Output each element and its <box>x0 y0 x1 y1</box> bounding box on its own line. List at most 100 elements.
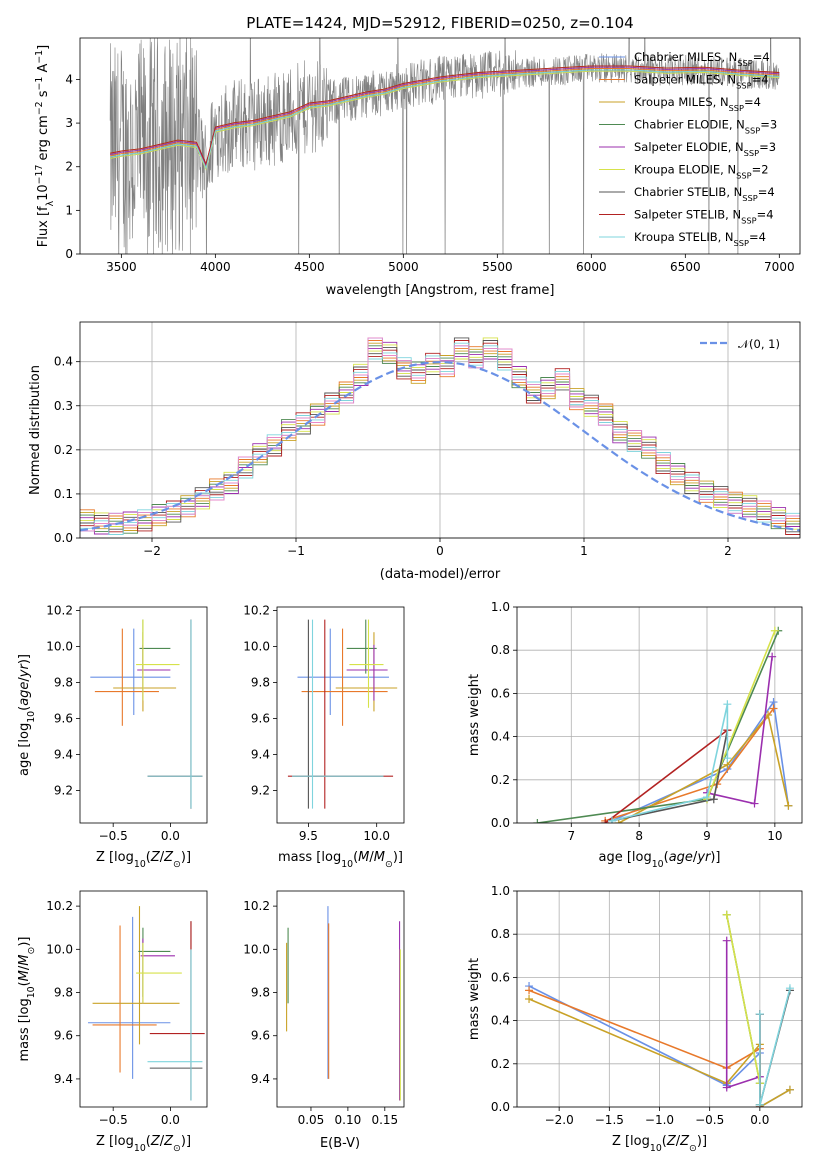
weight-line-3 <box>618 713 790 823</box>
x-tick-label-0: −2.0 <box>545 1113 574 1127</box>
x-axis-label: (data-model)/error <box>380 567 501 582</box>
y-tick-label-0: 0.0 <box>54 531 73 545</box>
weight-marker-7-2 <box>709 795 718 804</box>
weight-line-8 <box>604 729 728 823</box>
plot-area <box>287 619 398 809</box>
legend-label-3: Kroupa MILES, NSSP=4 <box>634 95 761 113</box>
axes-frame <box>516 606 803 824</box>
y-tick-label-4: 10.2 <box>243 899 270 913</box>
weight-marker-9-1 <box>755 1010 764 1019</box>
x-tick-label-6: 6500 <box>670 260 701 274</box>
y-axis-label: age [log10(age/yr)] <box>17 654 37 776</box>
plot-area <box>88 906 205 1101</box>
weight-line-9 <box>611 704 729 822</box>
y-tick-label-2: 9.6 <box>251 712 270 726</box>
normal-curve <box>80 360 800 532</box>
plot-area <box>80 337 800 535</box>
y-tick-label-0: 0.0 <box>491 1100 510 1114</box>
weight-line-6 <box>725 914 761 1084</box>
x-tick-label-0: −2 <box>143 544 161 558</box>
weight-marker-9-2 <box>703 793 711 802</box>
axes-frame <box>79 321 801 539</box>
age-vs-mass-panel: 9.5 10.0 9.2 9.4 9.6 9.8 10.0 10.2 mass [log10(M… <box>243 604 405 870</box>
y-tick-label-0: 0 <box>65 247 73 261</box>
weight-marker-5-1 <box>722 936 731 945</box>
plot-area <box>533 626 793 823</box>
x-tick-label-3: 5000 <box>388 260 419 274</box>
histogram-step-10 <box>80 337 800 532</box>
x-tick-label-4: 2 <box>724 544 732 558</box>
axes-frame <box>79 606 208 824</box>
model-line-8 <box>110 65 780 166</box>
y-tick-label-5: 10.2 <box>243 604 270 618</box>
weight-line-9 <box>759 988 791 1105</box>
plot-area <box>525 910 794 1107</box>
y-axis-label: Normed distribution <box>28 365 43 495</box>
y-tick-label-3: 0.6 <box>491 686 510 700</box>
legend-label-1: Chabrier MILES, NSSP=4 <box>634 50 770 68</box>
legend-label-9: Kroupa STELIB, NSSP=4 <box>634 230 766 248</box>
y-tick-label-0: 0.0 <box>491 816 510 830</box>
weight-marker-3-5 <box>785 1085 794 1094</box>
x-tick-label-2: 0.15 <box>371 1113 398 1127</box>
y-axis-label: mass weight <box>467 958 482 1040</box>
y-tick-label-2: 9.8 <box>251 986 270 1000</box>
model-line-6 <box>110 70 780 171</box>
y-tick-label-1: 9.4 <box>54 748 73 762</box>
weight-marker-5-2 <box>722 1083 731 1092</box>
weight-marker-6-2 <box>770 626 779 635</box>
y-tick-label-3: 3 <box>65 116 73 130</box>
y-axis-label: mass [log10(M/M⊙)] <box>17 937 37 1062</box>
weight-marker-2-3 <box>769 704 778 713</box>
x-tick-label-0: −0.5 <box>99 829 128 843</box>
spectrum-panel: 3500 4000 4500 5000 5500 6000 6500 7000 0 1 2 3 4 Cha… <box>34 37 801 298</box>
legend-label-6: Kroupa ELODIE, NSSP=2 <box>634 163 769 181</box>
x-tick-label-1: 0.0 <box>161 1113 180 1127</box>
y-tick-label-2: 0.4 <box>491 1014 510 1028</box>
weight-line-6 <box>706 630 776 800</box>
y-tick-label-5: 10.2 <box>46 604 73 618</box>
y-tick-label-4: 0.4 <box>54 355 73 369</box>
weight-marker-6-1 <box>722 910 731 919</box>
x-axis-label: Z [log10(Z/Z⊙)] <box>612 1134 707 1154</box>
x-axis-label: mass [log10(M/M⊙)] <box>278 850 403 870</box>
x-tick-label-1: 10.0 <box>363 829 390 843</box>
weight-marker-9-3 <box>785 984 794 993</box>
spectrum-legend: Chabrier MILES, NSSP=4 Salpeter MILES, NS… <box>599 50 777 248</box>
x-tick-label-0: 9.5 <box>299 829 318 843</box>
y-tick-label-0: 9.2 <box>54 784 73 798</box>
figure-title: PLATE=1424, MJD=52912, FIBERID=0250, z=0… <box>246 14 633 32</box>
weight-marker-8-1 <box>601 819 610 823</box>
y-tick-label-4: 10.0 <box>243 640 270 654</box>
y-tick-label-4: 10.2 <box>46 899 73 913</box>
weight-line-1 <box>611 699 790 822</box>
legend-label-7: Chabrier STELIB, NSSP=4 <box>634 185 775 203</box>
y-tick-label-0: 9.2 <box>251 784 270 798</box>
axes-frame <box>79 37 801 255</box>
plot-area <box>90 619 203 809</box>
weight-vs-age-panel: 7 8 9 10 0.0 0.2 0.4 0.6 0.8 1.0 age [log10(age/yr… <box>467 600 803 870</box>
weight-marker-9-1 <box>608 816 616 823</box>
x-tick-label-7: 7000 <box>764 260 795 274</box>
x-tick-label-0: 3500 <box>106 260 137 274</box>
x-axis-label: age [log10(age/yr)] <box>598 850 720 870</box>
x-tick-label-0: −0.5 <box>99 1113 128 1127</box>
y-tick-label-4: 0.8 <box>491 927 510 941</box>
x-axis-label: Z [log10(Z/Z⊙)] <box>96 850 191 870</box>
plot-area <box>286 906 401 1101</box>
weight-marker-3-1 <box>525 995 534 1003</box>
plot-area <box>109 38 780 254</box>
y-tick-label-1: 9.4 <box>251 748 270 762</box>
y-tick-label-0: 9.4 <box>251 1072 270 1086</box>
x-tick-label-4: 5500 <box>482 260 513 274</box>
x-tick-label-2: 4500 <box>294 260 325 274</box>
y-tick-label-1: 9.6 <box>251 1029 270 1043</box>
x-tick-label-0: 7 <box>567 829 575 843</box>
x-tick-label-1: 0.0 <box>161 829 180 843</box>
model-line-5 <box>110 66 780 167</box>
weight-marker-9-4 <box>723 754 732 763</box>
mass-vs-ebv-panel: 0.05 0.10 0.15 9.4 9.6 9.8 10.0 10.2 E(B-V) <box>243 890 405 1151</box>
mass-vs-metallicity-panel: −0.5 0.0 9.4 9.6 9.8 10.0 10.2 Z [log10(Z/Z⊙)] m… <box>17 890 208 1154</box>
weight-marker-3-1 <box>614 819 623 823</box>
y-axis-label: Flux [fλ10−17 erg cm−2 s−1 A−1] <box>34 45 56 247</box>
